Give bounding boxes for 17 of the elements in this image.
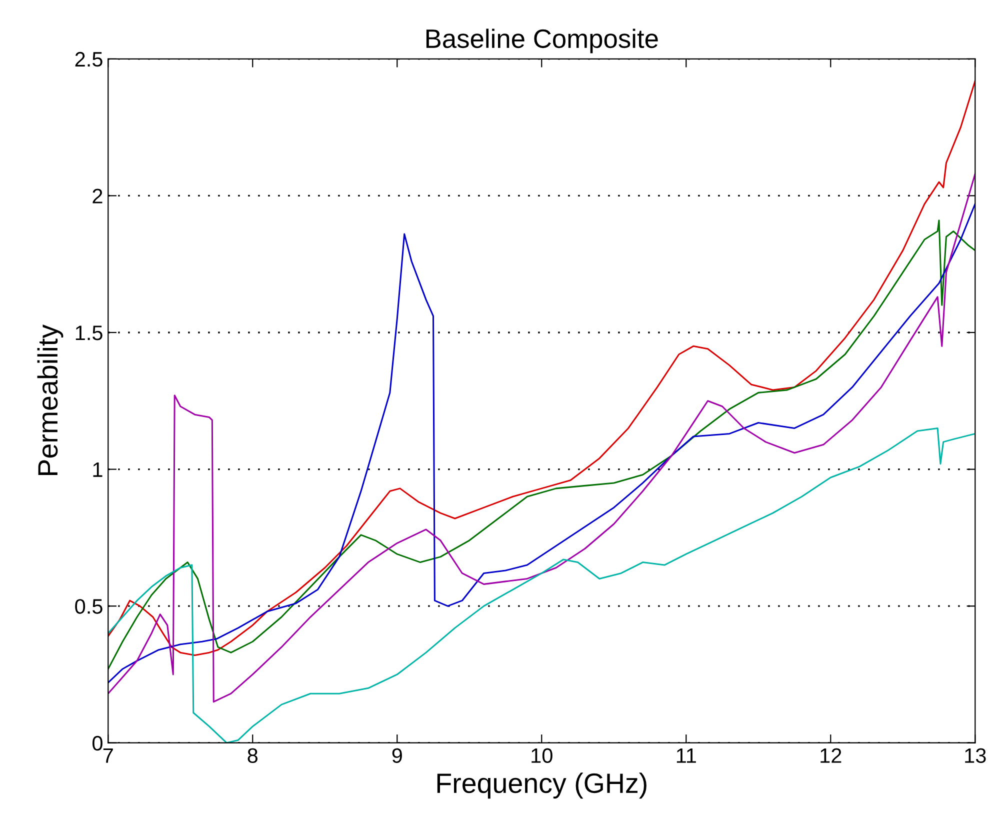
- y-tick-label: 1.5: [76, 326, 102, 340]
- x-tick-label: 12: [820, 748, 842, 763]
- x-axis-title: Frequency (GHz): [437, 772, 646, 799]
- y-tick-label: 0: [92, 736, 102, 751]
- x-tick-label: 11: [676, 748, 696, 763]
- y-tick-label: 1: [93, 462, 102, 477]
- y-tick-label: 2: [92, 188, 102, 204]
- line-series: [108, 80, 976, 656]
- chart-title: Baseline Composite: [426, 28, 658, 54]
- x-tick-label: 8: [248, 748, 258, 764]
- y-tick-label: 0.5: [75, 599, 102, 614]
- x-tick-label: 10: [532, 748, 552, 764]
- y-tick-label: 2.5: [75, 52, 102, 67]
- x-tick-label: 13: [965, 748, 986, 764]
- x-tick-label: 7: [103, 748, 113, 763]
- y-axis-title: Permeability: [37, 324, 64, 476]
- x-tick-label: 9: [392, 748, 402, 764]
